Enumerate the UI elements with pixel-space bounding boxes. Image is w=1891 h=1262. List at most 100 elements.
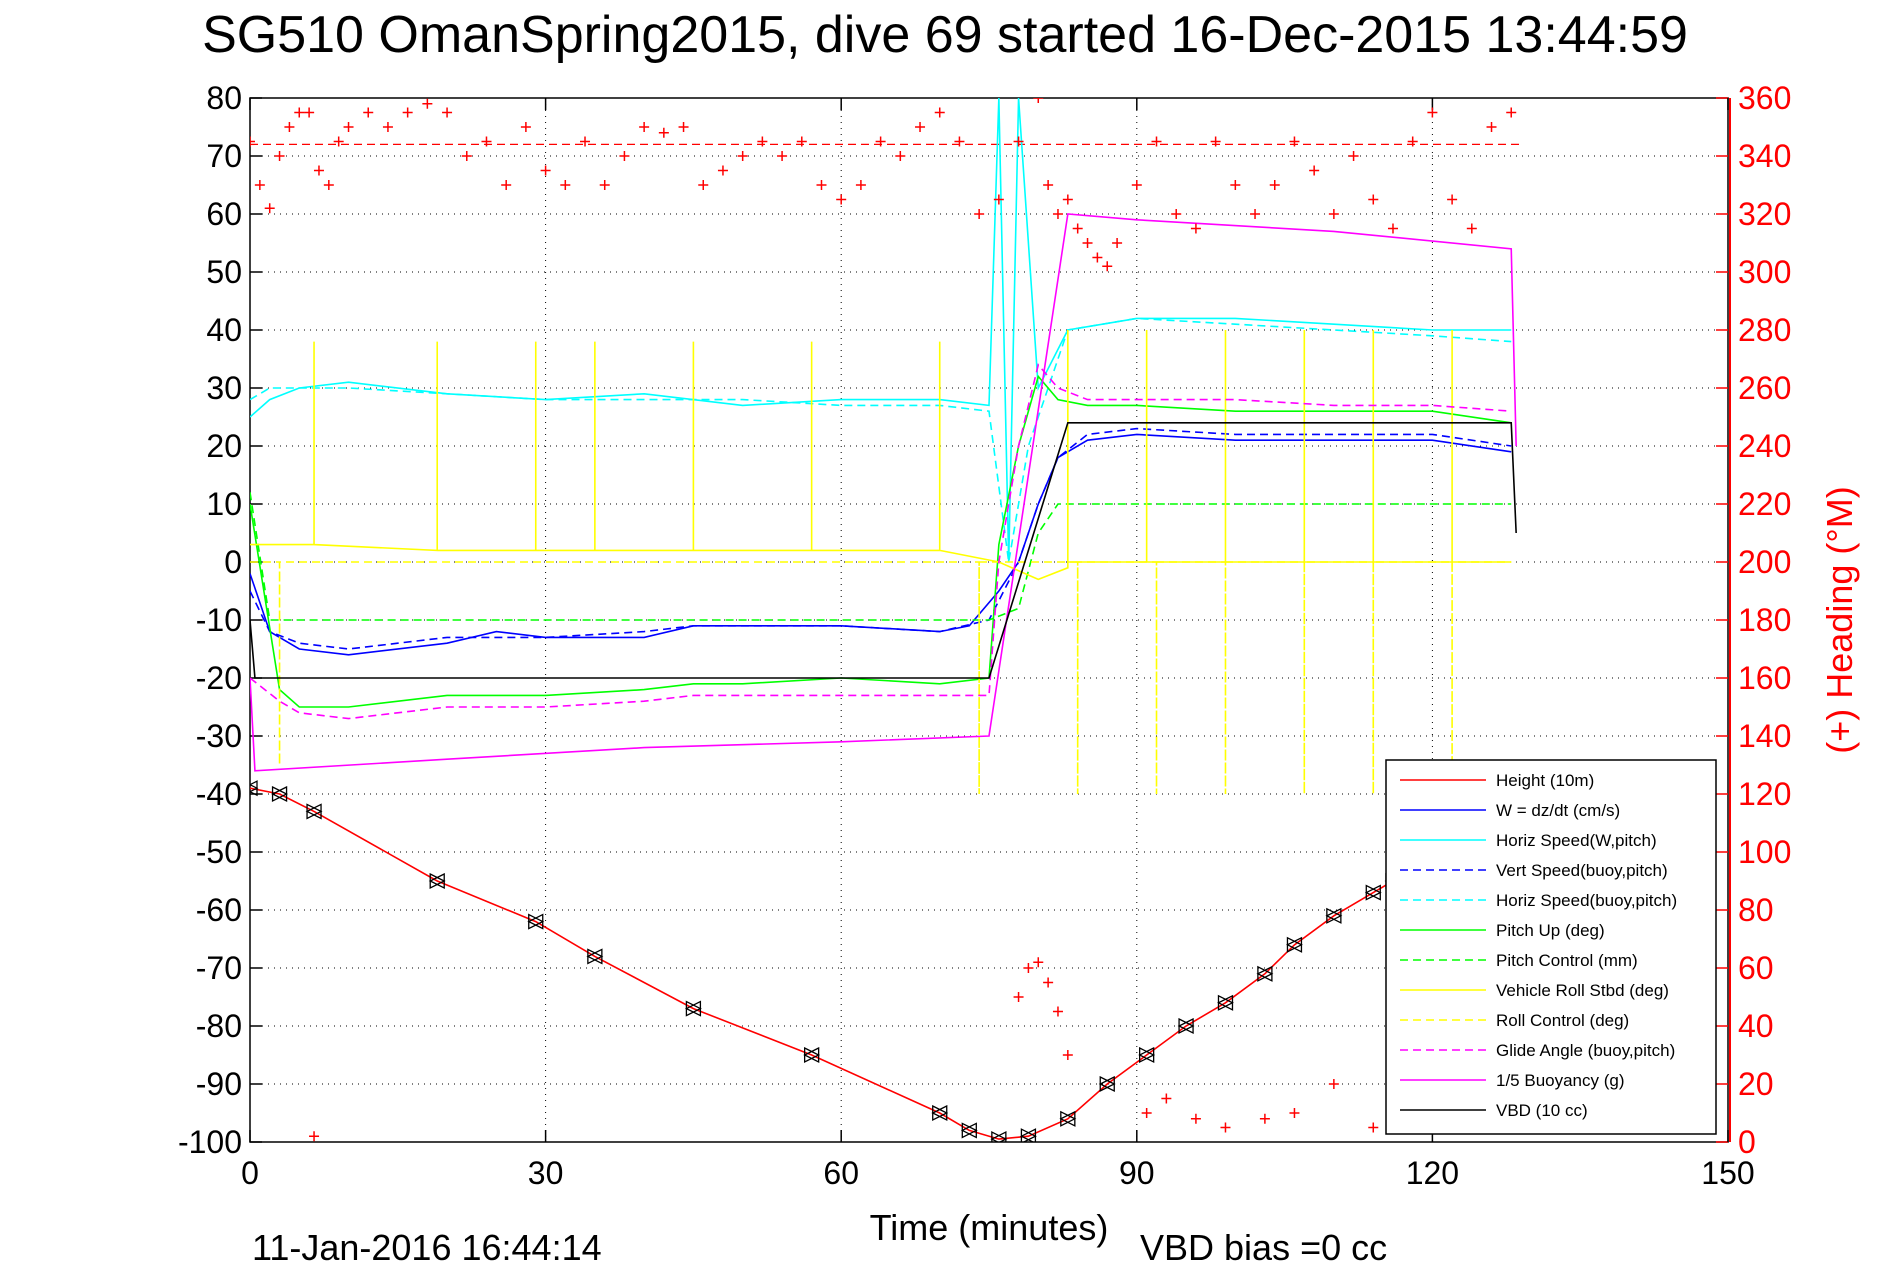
- y-tick-label: 40: [206, 312, 242, 348]
- heading-point: [1447, 194, 1458, 205]
- right-y-tick-label: 320: [1738, 196, 1791, 232]
- heading-point: [1052, 1006, 1063, 1017]
- x-tick-label: 30: [528, 1155, 564, 1191]
- legend: Height (10m) W = dz/dt (cm/s) Horiz Speed(…: [1385, 759, 1717, 1135]
- heading-point: [1220, 1122, 1231, 1133]
- y-tick-label: 0: [224, 544, 242, 580]
- right-y-axis-label: (+) Heading (°M): [1819, 486, 1860, 753]
- heading-point: [639, 122, 650, 132]
- heading-point: [1427, 107, 1438, 118]
- legend-label-roll_ctl: Roll Control (deg): [1496, 1011, 1629, 1030]
- height-marker: [1019, 1128, 1037, 1142]
- right-y-tick-label: 280: [1738, 312, 1791, 348]
- heading-point: [658, 127, 669, 138]
- y-tick-label: -100: [178, 1124, 242, 1160]
- legend-label-pitch_ctl: Pitch Control (mm): [1496, 951, 1638, 970]
- heading-point: [1161, 1093, 1172, 1104]
- y-tick-label: -30: [196, 718, 242, 754]
- legend-label-glide: Glide Angle (buoy,pitch): [1496, 1041, 1675, 1060]
- height-marker: [1059, 1110, 1077, 1127]
- heading-point: [1072, 223, 1083, 234]
- y-tick-label: -90: [196, 1066, 242, 1102]
- heading-point: [1062, 1050, 1073, 1060]
- heading-point: [757, 136, 768, 147]
- heading-point: [294, 107, 305, 118]
- heading-point: [520, 122, 531, 132]
- y-tick-label: -50: [196, 834, 242, 870]
- height-marker: [1325, 907, 1343, 924]
- heading-point: [678, 122, 689, 132]
- series-glide: [250, 363, 1512, 720]
- heading-point: [993, 194, 1004, 205]
- right-y-tick-label: 240: [1738, 428, 1791, 464]
- y-tick-label: -60: [196, 892, 242, 928]
- heading-point: [1407, 136, 1418, 147]
- y-tick-label: 10: [206, 486, 242, 522]
- legend-box: [1385, 759, 1717, 1135]
- legend-label-horiz_buoy: Horiz Speed(buoy,pitch): [1496, 891, 1677, 910]
- heading-point: [363, 107, 374, 118]
- height-marker: [1217, 994, 1234, 1011]
- height-marker: [1256, 965, 1274, 982]
- footer-vbd-bias: VBD bias =0 cc: [1140, 1227, 1387, 1262]
- height-marker: [1364, 884, 1382, 901]
- heading-point: [382, 122, 393, 132]
- x-ticks: 0 30 60 90 120 150: [241, 98, 1755, 1191]
- heading-point: [1289, 1108, 1300, 1118]
- y-tick-label: -10: [196, 602, 242, 638]
- right-y-tick-label: 80: [1738, 892, 1774, 928]
- heading-point: [501, 180, 512, 190]
- y-tick-label: -70: [196, 950, 242, 986]
- x-tick-label: 60: [823, 1155, 859, 1191]
- right-y-tick-label: 220: [1738, 486, 1791, 522]
- height-marker: [803, 1046, 821, 1064]
- heading-point: [1112, 238, 1123, 248]
- heading-point: [1151, 136, 1162, 147]
- series-height: [250, 787, 1414, 1140]
- x-tick-label: 0: [241, 1155, 259, 1191]
- heading-point: [1466, 223, 1477, 234]
- heading-point: [560, 180, 571, 190]
- right-y-tick-label: 60: [1738, 950, 1774, 986]
- heading-point: [875, 136, 886, 147]
- footer-timestamp: 11-Jan-2016 16:44:14: [252, 1227, 602, 1262]
- series-horiz_buoy: [250, 317, 1512, 563]
- heading-point: [422, 98, 433, 109]
- heading-point: [1102, 261, 1113, 272]
- height-marker: [428, 872, 446, 890]
- right-y-tick-label: 100: [1738, 834, 1791, 870]
- height-marker: [305, 803, 323, 820]
- heading-point: [343, 122, 354, 132]
- heading-point: [1289, 136, 1300, 147]
- heading-point: [481, 136, 492, 147]
- height-marker: [271, 785, 289, 803]
- legend-label-vbd: VBD (10 cc): [1496, 1101, 1588, 1120]
- heading-point: [309, 1131, 320, 1142]
- heading-point: [264, 203, 275, 214]
- heading-point: [402, 107, 413, 118]
- heading-point: [1033, 957, 1044, 968]
- right-y-tick-label: 180: [1738, 602, 1791, 638]
- heading-point: [1210, 136, 1221, 147]
- legend-label-buoy: 1/5 Buoyancy (g): [1496, 1071, 1625, 1090]
- y-tick-label: 60: [206, 196, 242, 232]
- heading-point: [1328, 1079, 1339, 1089]
- heading-point: [855, 180, 866, 190]
- heading-point: [442, 107, 453, 118]
- heading-point: [580, 136, 591, 147]
- heading-point: [254, 180, 265, 190]
- series-roll_ctl: [250, 561, 1512, 794]
- heading-point: [1171, 209, 1182, 219]
- heading-point: [1131, 180, 1142, 190]
- right-y-ticks: 0 20 40 60 80 100 120 140 160 180 200 220 240 260 280 3…: [1716, 80, 1791, 1160]
- series-vert_buoy: [250, 427, 1512, 650]
- heading-point: [1092, 252, 1103, 263]
- height-marker: [527, 913, 545, 930]
- heading-point: [1387, 223, 1398, 234]
- height-marker: [1285, 936, 1303, 953]
- heading-point: [1043, 180, 1054, 190]
- heading-point: [1368, 1122, 1379, 1133]
- right-y-tick-label: 260: [1738, 370, 1791, 406]
- series-buoy: [250, 213, 1517, 772]
- heading-point: [954, 136, 965, 147]
